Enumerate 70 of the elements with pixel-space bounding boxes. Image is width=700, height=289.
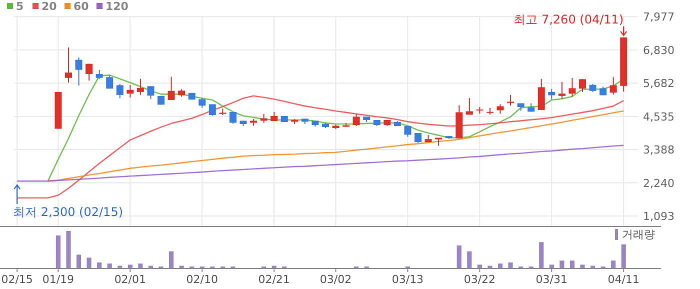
annotation: 최고 7,260 (04/11) (514, 12, 624, 26)
legend-label: 120 (106, 0, 129, 13)
x-tick-label: 04/11 (608, 273, 640, 286)
candlestick (106, 74, 114, 90)
legend-label: 60 (74, 0, 90, 13)
bar (128, 264, 132, 268)
bar (477, 264, 482, 268)
candlestick (558, 81, 566, 100)
bar (498, 264, 503, 268)
y-tick-label: 3,388 (643, 144, 674, 157)
candlestick (116, 83, 124, 99)
annotation: 최저 2,300 (02/15) (13, 205, 124, 220)
bar (621, 244, 626, 268)
bar (549, 264, 554, 268)
line-series (16, 144, 624, 182)
x-tick-label: 03/13 (392, 273, 424, 286)
candlestick (126, 84, 134, 98)
bar (138, 264, 143, 268)
candlestick (404, 126, 412, 138)
line-series (16, 95, 624, 199)
candlestick (352, 113, 360, 127)
bar (56, 235, 61, 268)
candlestick (136, 78, 144, 96)
bar (560, 260, 564, 268)
bar (611, 260, 616, 268)
x-tick-label: 03/31 (536, 273, 568, 286)
y-tick-label: 2,240 (643, 176, 674, 190)
candlestick (496, 104, 504, 114)
x-tick-label: 02/10 (186, 273, 218, 286)
x-tick-label: 02/01 (114, 273, 146, 286)
candlestick (507, 94, 514, 106)
y-tick-label: 6,830 (643, 44, 674, 57)
candlestick (96, 69, 103, 80)
bar (107, 264, 112, 268)
x-tick-label: 01/19 (42, 273, 74, 286)
bar (66, 231, 71, 268)
candlestick (147, 86, 154, 100)
bar (76, 254, 82, 268)
candlestick (64, 46, 72, 84)
bar (97, 262, 102, 268)
x-tick-label: 02/15 (1, 273, 33, 286)
candlestick (548, 88, 556, 100)
candlestick (578, 78, 586, 92)
y-tick-label: 5,682 (643, 77, 674, 90)
legend-label: 거래량 (622, 228, 655, 241)
y-tick-label: 1,093 (643, 210, 674, 224)
candlestick (75, 56, 82, 86)
bar (539, 242, 544, 268)
bar (570, 260, 575, 268)
bar (508, 262, 513, 268)
bar (86, 258, 92, 268)
bar (168, 251, 174, 268)
x-tick-label: 03/02 (320, 273, 352, 286)
y-tick-label: 7,977 (643, 10, 674, 24)
bar (456, 245, 462, 268)
candlestick (168, 76, 175, 100)
legend-label: 20 (42, 0, 58, 13)
x-tick-label: 03/22 (464, 273, 496, 286)
x-tick-label: 02/21 (258, 273, 290, 286)
legend-label: 5 (16, 0, 24, 13)
bar (467, 251, 472, 268)
candlestick (568, 77, 576, 98)
candlestick (610, 76, 617, 96)
bar (580, 264, 585, 268)
line-series (47, 110, 624, 182)
y-tick-label: 4,535 (643, 110, 674, 124)
candlestick (198, 97, 206, 108)
candlestick (538, 78, 545, 110)
candlestick (86, 63, 93, 82)
candlestick (414, 132, 422, 144)
